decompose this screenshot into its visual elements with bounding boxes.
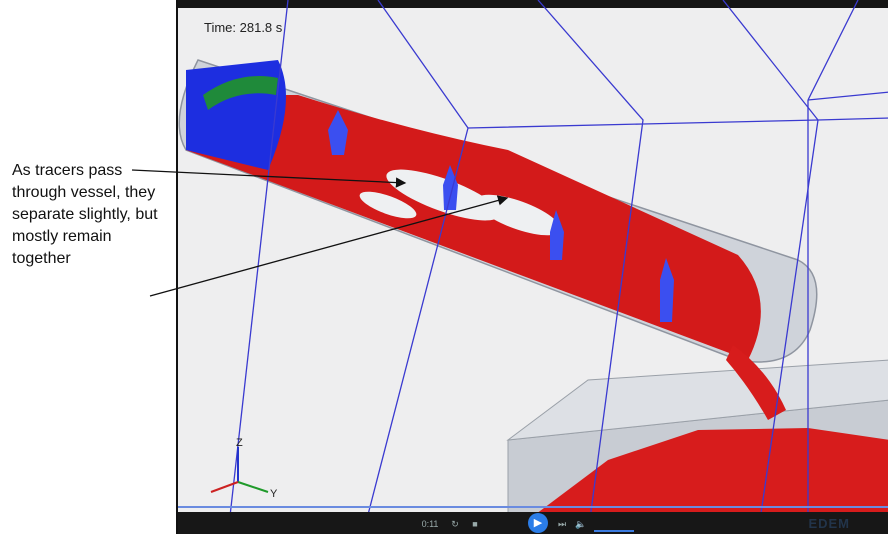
hopper-bed (528, 428, 888, 520)
time-label: Time: 281.8 s (204, 20, 283, 35)
viewer-top-bar (178, 0, 888, 8)
axis-z-label: Z (236, 437, 243, 449)
play-button[interactable]: ▶ (528, 513, 548, 533)
axis-y-label: Y (270, 488, 278, 500)
axes-triad: Z Y (210, 437, 278, 500)
edem-logo: EDEM (808, 516, 850, 531)
simulation-viewer[interactable]: Z Y Time: 281.8 s 0:11 ↻ ■ ▶ ⏭ 🔈 EDEM (176, 0, 888, 534)
fast-forward-icon[interactable]: ⏭ (557, 519, 567, 529)
simulation-scene[interactable]: Z Y (178, 0, 888, 534)
volume-icon[interactable]: 🔈 (575, 519, 587, 529)
loop-icon[interactable]: ↻ (451, 519, 459, 529)
playback-control-bar: 0:11 ↻ ■ ▶ ⏭ 🔈 EDEM (178, 512, 888, 534)
annotation-text: As tracers pass through vessel, they sep… (12, 162, 158, 267)
volume-slider[interactable] (594, 521, 634, 532)
stop-icon[interactable]: ■ (472, 519, 478, 529)
time-readout: 0:11 (421, 519, 439, 529)
